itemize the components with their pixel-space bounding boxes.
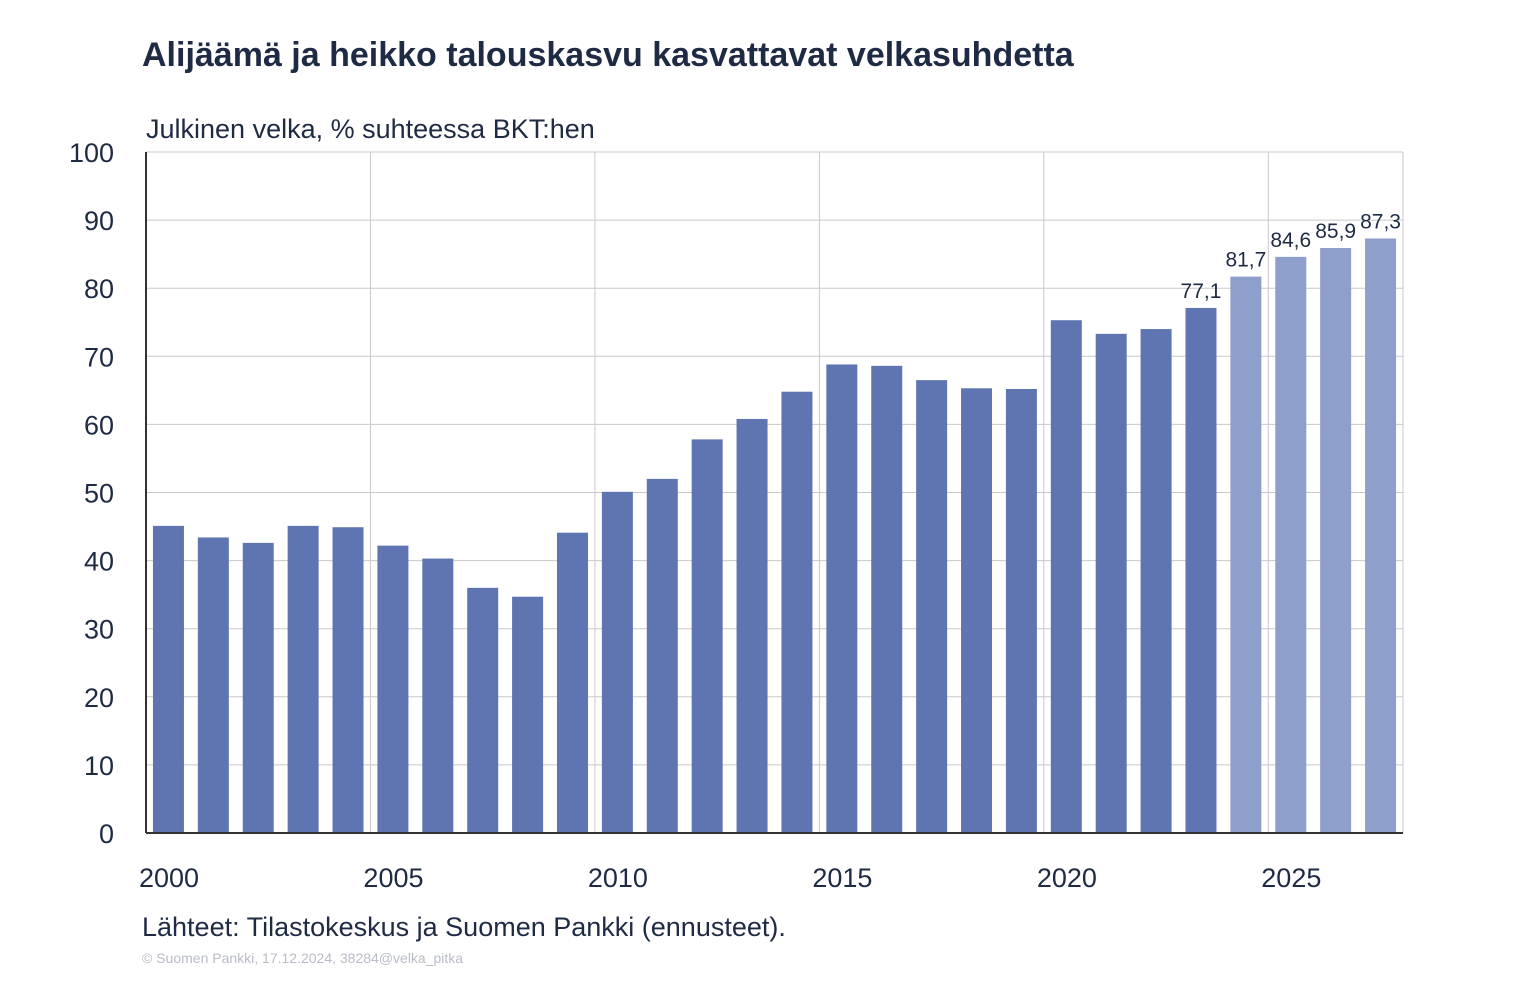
x-tick-label-2010: 2010 <box>588 863 648 893</box>
bar-2001 <box>197 537 229 833</box>
source-note: Lähteet: Tilastokeskus ja Suomen Pankki … <box>142 912 786 942</box>
y-tick-label-60: 60 <box>84 410 114 440</box>
bar-2017 <box>916 380 948 833</box>
bar-2008 <box>512 596 544 833</box>
y-tick-label-10: 10 <box>84 751 114 781</box>
y-axis-label: Julkinen velka, % suhteessa BKT:hen <box>146 114 595 144</box>
data-label-2026: 85,9 <box>1315 220 1356 243</box>
bar-2014 <box>781 391 813 833</box>
x-tick-label-2000: 2000 <box>139 863 199 893</box>
bar-2023 <box>1185 307 1217 834</box>
chart-title: Alijäämä ja heikko talouskasvu kasvattav… <box>142 36 1074 74</box>
bar-2006 <box>422 558 454 833</box>
bar-2019 <box>1005 388 1037 833</box>
bar-2021 <box>1095 333 1127 833</box>
data-label-2027: 87,3 <box>1360 210 1401 233</box>
tick-labels: 0 10 20 30 40 50 60 70 80 90 100 2000 2005 2010 2015 20… <box>69 138 1401 893</box>
bar-2013 <box>736 418 768 833</box>
x-tick-label-2015: 2015 <box>812 863 872 893</box>
data-label-2025: 84,6 <box>1270 229 1311 252</box>
data-label-2024: 81,7 <box>1225 249 1266 272</box>
axes <box>145 152 1403 834</box>
bar-2015 <box>826 364 858 833</box>
bar-2026 <box>1320 248 1352 833</box>
bar-2000 <box>152 525 184 833</box>
bar-2018 <box>961 388 993 833</box>
bar-2010 <box>601 491 633 833</box>
bar-2012 <box>691 439 723 833</box>
y-tick-label-80: 80 <box>84 274 114 304</box>
bar-2025 <box>1275 256 1307 833</box>
bar-2009 <box>556 532 588 833</box>
bar-2024 <box>1230 276 1262 833</box>
bar-2016 <box>871 365 903 833</box>
y-tick-label-30: 30 <box>84 615 114 645</box>
y-tick-label-70: 70 <box>84 342 114 372</box>
bar-2027 <box>1365 238 1397 833</box>
y-tick-label-20: 20 <box>84 683 114 713</box>
bar-2022 <box>1140 329 1172 833</box>
y-tick-label-50: 50 <box>84 479 114 509</box>
bars <box>152 238 1397 834</box>
bar-2020 <box>1050 320 1082 833</box>
bar-2005 <box>377 545 409 833</box>
bar-2003 <box>287 525 319 833</box>
y-tick-label-40: 40 <box>84 547 114 577</box>
bar-2011 <box>646 478 678 833</box>
bar-2004 <box>332 527 364 833</box>
x-tick-label-2020: 2020 <box>1037 863 1097 893</box>
y-tick-label-100: 100 <box>69 138 114 168</box>
data-label-2023: 77,1 <box>1181 280 1222 303</box>
y-tick-label-90: 90 <box>84 206 114 236</box>
bar-2007 <box>467 587 499 833</box>
bar-2002 <box>242 542 274 833</box>
x-tick-label-2005: 2005 <box>363 863 423 893</box>
x-tick-label-2025: 2025 <box>1261 863 1321 893</box>
copyright-note: © Suomen Pankki, 17.12.2024, 38284@velka… <box>142 950 464 966</box>
y-tick-label-0: 0 <box>99 819 114 849</box>
